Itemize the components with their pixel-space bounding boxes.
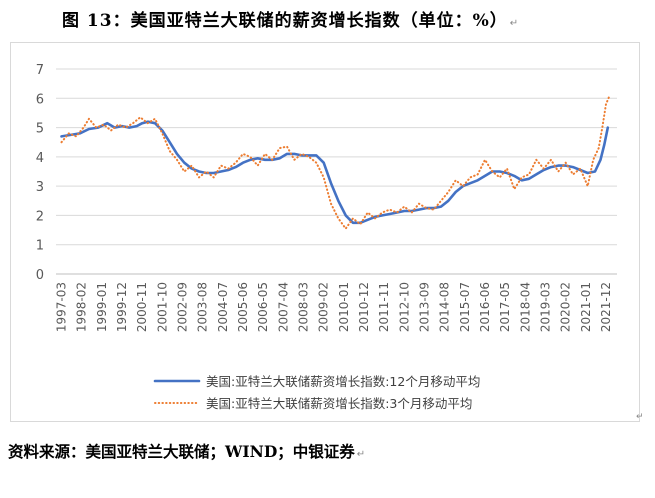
x-tick-label: 2020-02: [559, 282, 573, 332]
x-tick-label: 2000-11: [135, 282, 149, 332]
x-tick-label: 2010-01: [337, 282, 351, 332]
x-tick-label: 2003-08: [196, 282, 210, 332]
y-tick-label: 3: [36, 180, 44, 195]
x-tick-label: 2006-05: [256, 282, 270, 332]
series-line-12-month: [60, 120, 610, 225]
x-tick-label: 2021-12: [599, 282, 613, 332]
x-tick-label: 2008-03: [297, 282, 311, 332]
x-tick-label: 2001-10: [155, 282, 169, 332]
source-note: 资料来源：美国亚特兰大联储；WIND；中银证券 ↵: [8, 440, 648, 464]
x-tick-label: 1999-12: [115, 282, 129, 332]
x-tick-label: 2004-07: [216, 282, 230, 332]
paragraph-mark-icon: ↵: [509, 18, 520, 29]
figure-title-text: 图 13：美国亚特兰大联储的薪资增长指数（单位：%）: [62, 11, 508, 31]
series-line-3-month: [60, 94, 611, 230]
x-tick-label: 2019-03: [539, 282, 553, 332]
y-tick-label: 5: [36, 122, 44, 137]
x-tick-label: 2007-04: [276, 282, 290, 332]
x-tick-label: 2014-08: [438, 282, 452, 332]
x-tick-label: 1998-02: [75, 282, 89, 332]
y-tick-label: 1: [36, 239, 44, 254]
x-tick-label: 2012-10: [397, 282, 411, 332]
x-tick-label: 2018-04: [518, 282, 532, 332]
source-text: 资料来源：美国亚特兰大联储；WIND；中银证券: [8, 442, 355, 461]
line-chart: 0 1 2 3 4 5 6 7 1997-03 1998-02 1999-01 1999-12 2000…: [36, 63, 617, 411]
x-tick-label: 2015-07: [458, 282, 472, 332]
x-tick-label: 2016-06: [478, 282, 492, 332]
paragraph-mark-icon: ↵: [356, 449, 366, 460]
x-tick-label: 2017-05: [498, 282, 512, 332]
x-tick-label: 2011-11: [377, 282, 391, 332]
chart-frame: 0 1 2 3 4 5 6 7 1997-03 1998-02 1999-01 1999-12 2000…: [10, 42, 640, 422]
figure-title: 图 13：美国亚特兰大联储的薪资增长指数（单位：%） ↵: [62, 6, 622, 32]
y-tick-label: 0: [36, 268, 44, 283]
x-tick-label: 1999-01: [95, 282, 109, 332]
x-tick-label: 2021-01: [579, 282, 593, 332]
x-tick-label: 2009-02: [317, 282, 331, 332]
legend-label: 美国:亚特兰大联储薪资增长指数:12个月移动平均: [206, 374, 480, 389]
y-tick-label: 6: [36, 92, 44, 107]
x-tick-label: 1997-03: [55, 282, 69, 332]
x-tick-label: 2013-09: [418, 282, 432, 332]
y-tick-label: 4: [36, 151, 44, 166]
y-tick-label: 2: [36, 209, 44, 224]
y-tick-label: 7: [36, 63, 44, 78]
paragraph-mark-icon: ↵: [636, 412, 644, 422]
x-tick-label: 2010-12: [357, 282, 371, 332]
x-tick-label: 2002-09: [176, 282, 190, 332]
legend-label: 美国:亚特兰大联储薪资增长指数:3个月移动平均: [206, 396, 472, 411]
x-tick-label: 2005-06: [236, 282, 250, 332]
